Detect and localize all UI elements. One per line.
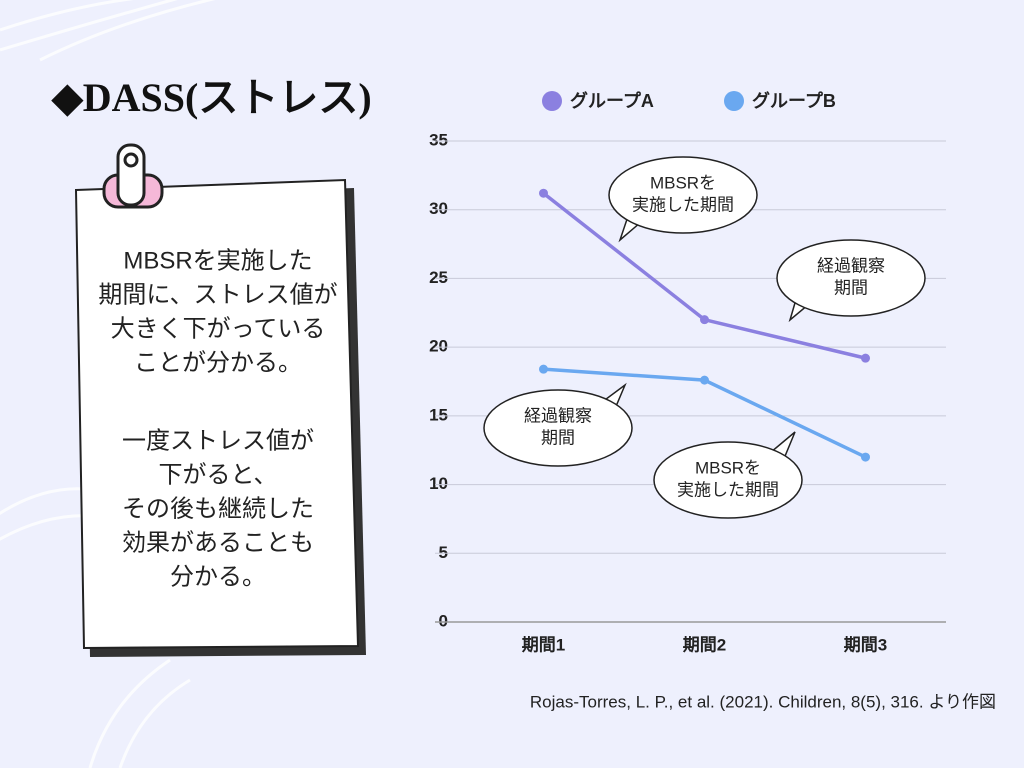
note-line: 分かる。 [170,563,266,590]
bubble [776,239,926,317]
data-point [861,353,870,363]
annotation-line: MBSRを [695,458,761,477]
legend-marker [542,91,562,111]
data-point [539,188,548,198]
legend-label: グループA [570,90,654,111]
annotation-line: 経過観察 [524,406,592,425]
annotation-line: MBSRを [650,173,716,192]
data-point [700,375,709,385]
card [74,178,360,650]
annotation-line: 経過観察 [817,256,885,275]
note-line: 一度ストレス値が [122,427,314,454]
slide-title: ◆DASS(ストレス) [51,75,372,120]
data-point [861,452,870,462]
bubble-tail-cover [599,406,609,420]
note-line: その後も継続した [122,495,314,522]
x-tick-label: 期間3 [844,635,887,654]
bubble [653,441,803,519]
note-line: 期間に、ストレス値が [98,281,337,308]
y-tick-label: 10 [429,474,448,493]
x-tick-label: 期間2 [683,635,726,654]
clip [102,143,164,209]
y-tick-label: 5 [439,543,448,562]
annotation-line: 期間 [541,428,575,447]
y-tick-label: 0 [439,611,448,630]
y-tick-label: 15 [429,405,448,424]
annotation-line: 実施した期間 [632,195,734,214]
data-point [700,315,709,325]
bubble-tail-cover [768,457,778,471]
note-card [74,143,366,657]
note-line: 下がると、 [158,461,277,488]
y-tick-label: 25 [429,268,448,287]
annotation-line: 実施した期間 [677,480,779,499]
bubble-tail-cover [633,204,643,218]
y-tick-label: 20 [429,337,448,356]
y-tick-label: 30 [429,199,448,218]
x-tick-label: 期間1 [522,635,565,654]
citation: Rojas-Torres, L. P., et al. (2021). Chil… [530,692,996,711]
legend-label: グループB [752,90,836,111]
decoration [0,0,216,769]
bubble-tail-cover [801,287,811,301]
note-line: 効果があることも [122,529,314,556]
y-tick-label: 35 [429,130,448,149]
data-point [539,364,548,374]
legend-marker [724,91,744,111]
note-line: 大きく下がっている [111,315,326,342]
bubble [608,156,758,234]
bubble [483,389,633,467]
note-line: ことが分かる。 [134,349,302,376]
note-text: MBSRを実施した期間に、ストレス値が大きく下がっていることが分かる。一度ストレ… [98,247,337,590]
note-line: MBSRを実施した [123,247,312,274]
annotation-line: 期間 [834,278,868,297]
